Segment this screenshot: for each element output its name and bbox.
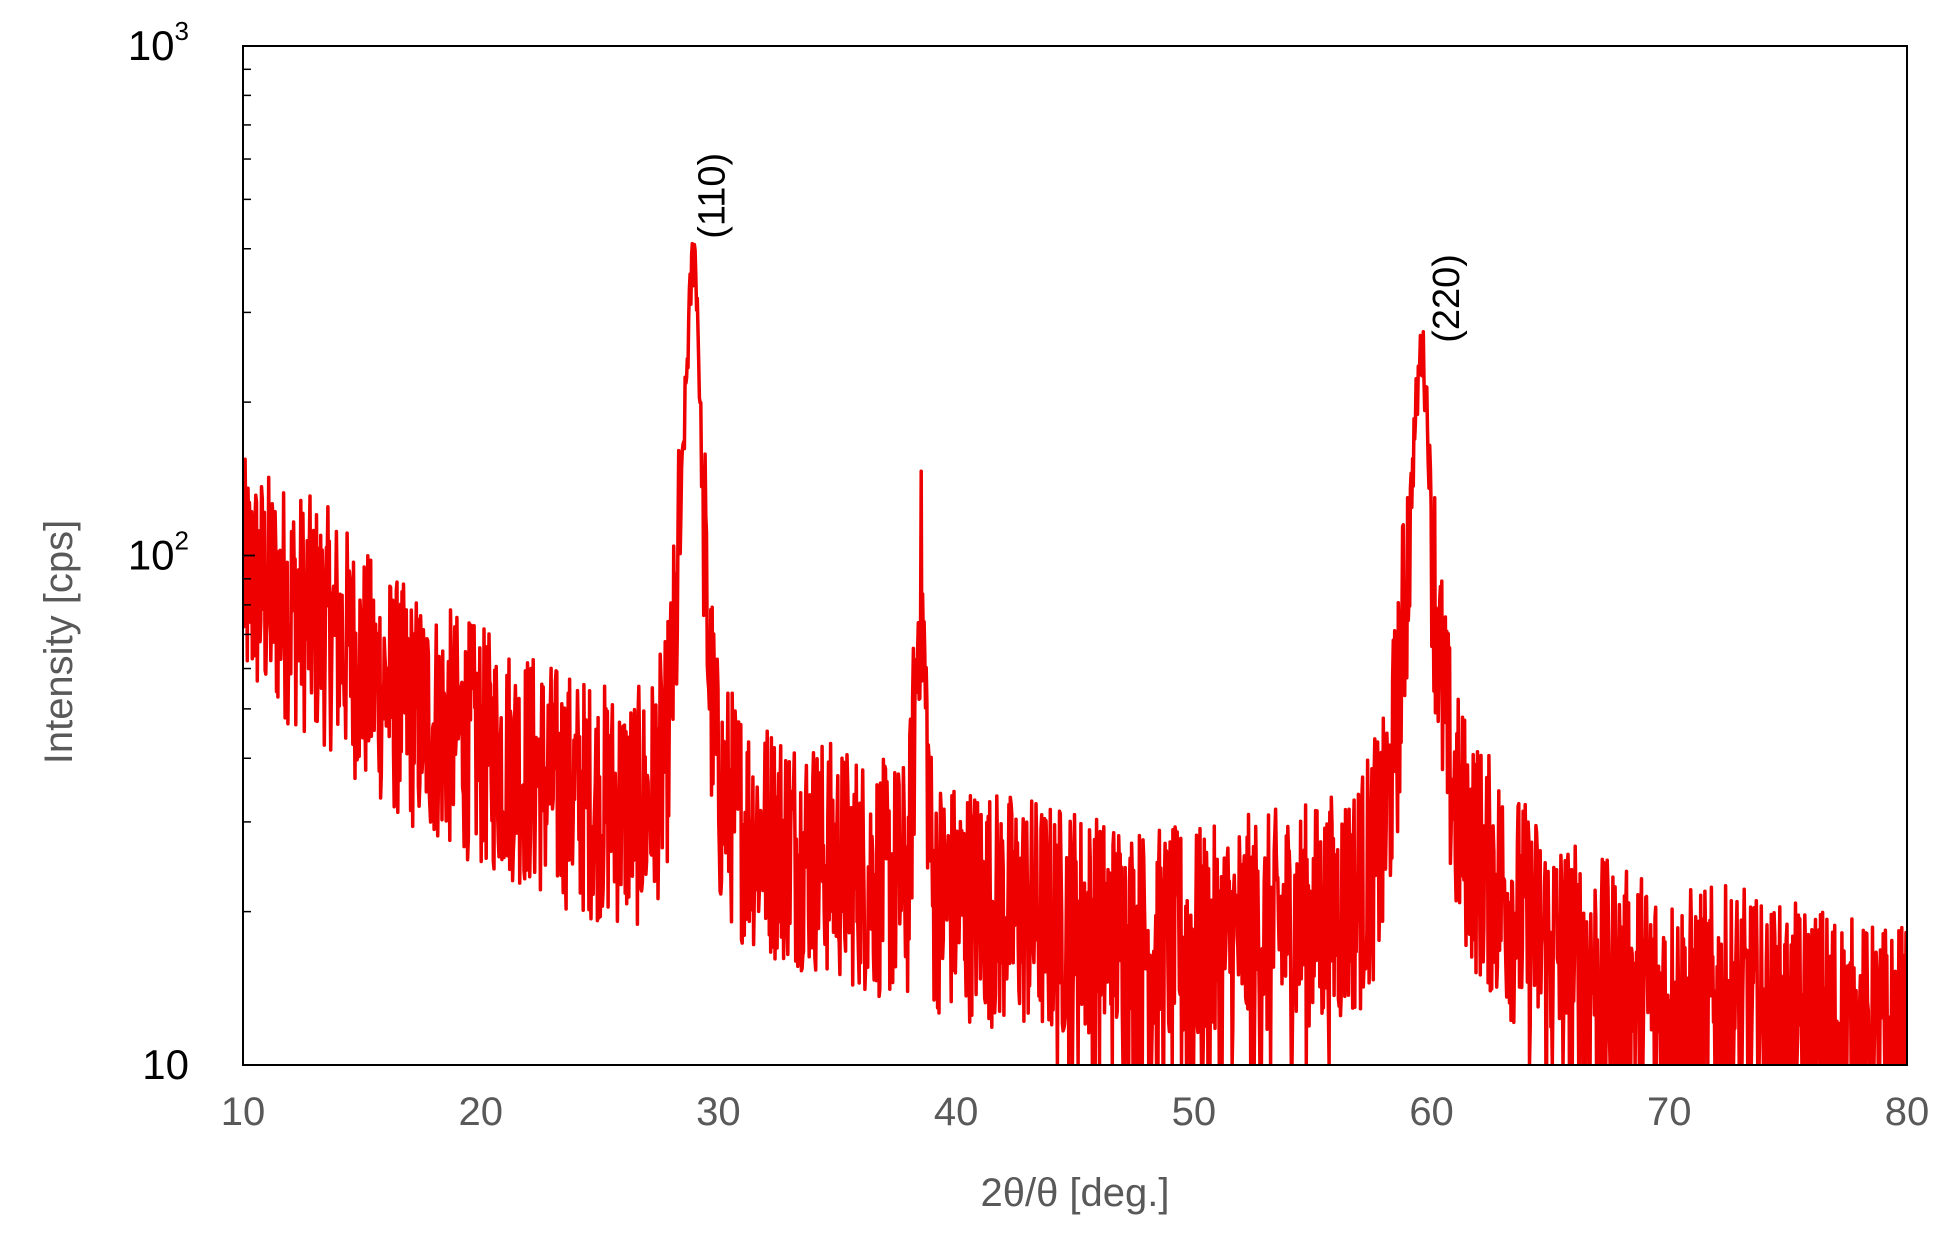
x-tick-label: 40 bbox=[934, 1090, 979, 1134]
x-tick-label: 50 bbox=[1172, 1090, 1217, 1134]
x-tick-label: 30 bbox=[696, 1090, 741, 1134]
x-tick-label: 70 bbox=[1647, 1090, 1692, 1134]
series-line bbox=[243, 241, 1907, 1065]
series-layer bbox=[243, 241, 1907, 1065]
y-tick-label: 102 bbox=[128, 526, 189, 579]
peak-annotation: (220) bbox=[1426, 254, 1468, 343]
x-tick-label: 20 bbox=[458, 1090, 503, 1134]
x-tick-labels: 10 20 30 40 50 60 70 80 bbox=[221, 1090, 1930, 1134]
y-minor-ticks bbox=[243, 45, 255, 1066]
peak-annotation: (110) bbox=[692, 153, 734, 239]
y-tick-labels: 10 102 103 bbox=[128, 16, 189, 1088]
y-axis-title: Intensity [cps] bbox=[37, 520, 81, 765]
y-tick-label: 10 bbox=[142, 1041, 189, 1088]
x-axis-title: 2θ/θ [deg.] bbox=[980, 1171, 1169, 1215]
annotations-layer: (110) (220) bbox=[692, 153, 1469, 343]
x-tick-label: 10 bbox=[221, 1090, 266, 1134]
x-tick-label: 60 bbox=[1409, 1090, 1454, 1134]
x-tick-label: 80 bbox=[1885, 1090, 1930, 1134]
y-tick-label: 103 bbox=[128, 16, 189, 69]
